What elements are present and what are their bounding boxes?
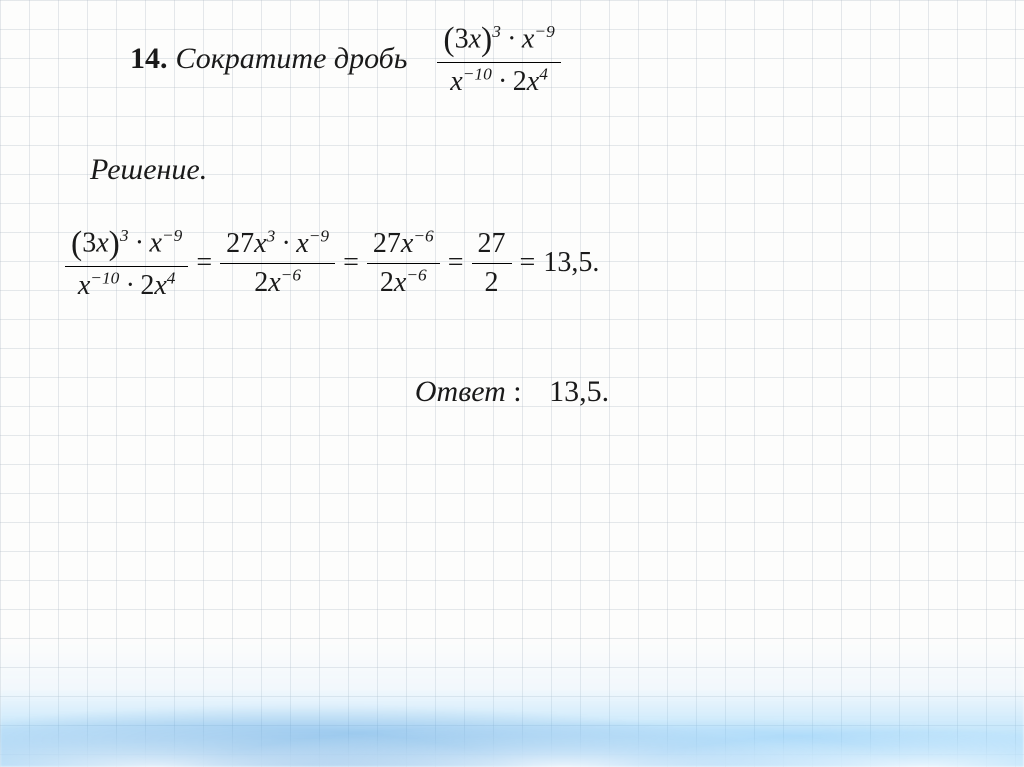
slide-content: 14. Сократите дробь (3x)3 · x−9 x−10 · 2… (0, 10, 1024, 409)
equals-sign: = (343, 247, 359, 279)
step-fraction-4: 27 2 (472, 225, 512, 301)
problem-fraction: (3x)3 · x−9 x−10 · 2x4 (437, 18, 560, 101)
answer-value: 13,5. (549, 375, 609, 408)
step-result: 13,5. (543, 247, 599, 279)
problem-text: Сократите дробь (176, 42, 408, 76)
answer-row: Ответ : 13,5. (60, 375, 964, 409)
step-fraction-1: (3x)3 · x−9 x−10 · 2x4 (65, 222, 188, 305)
fraction-numerator: (3x)3 · x−9 (437, 18, 560, 62)
solution-steps: (3x)3 · x−9 x−10 · 2x4 = 27x3 · x−9 2x−6… (65, 222, 964, 305)
step-fraction-2: 27x3 · x−9 2x−6 (220, 225, 335, 301)
wave-highlight (0, 677, 1024, 767)
problem-row: 14. Сократите дробь (3x)3 · x−9 x−10 · 2… (130, 18, 964, 101)
solution-label: Решение. (90, 153, 964, 187)
answer-label: Ответ (415, 375, 506, 408)
step-fraction-3: 27x−6 2x−6 (367, 225, 440, 301)
fraction-denominator: x−10 · 2x4 (444, 63, 554, 101)
equals-sign: = (196, 247, 212, 279)
equals-sign: = (520, 247, 536, 279)
problem-number: 14. (130, 42, 168, 76)
equals-sign: = (448, 247, 464, 279)
